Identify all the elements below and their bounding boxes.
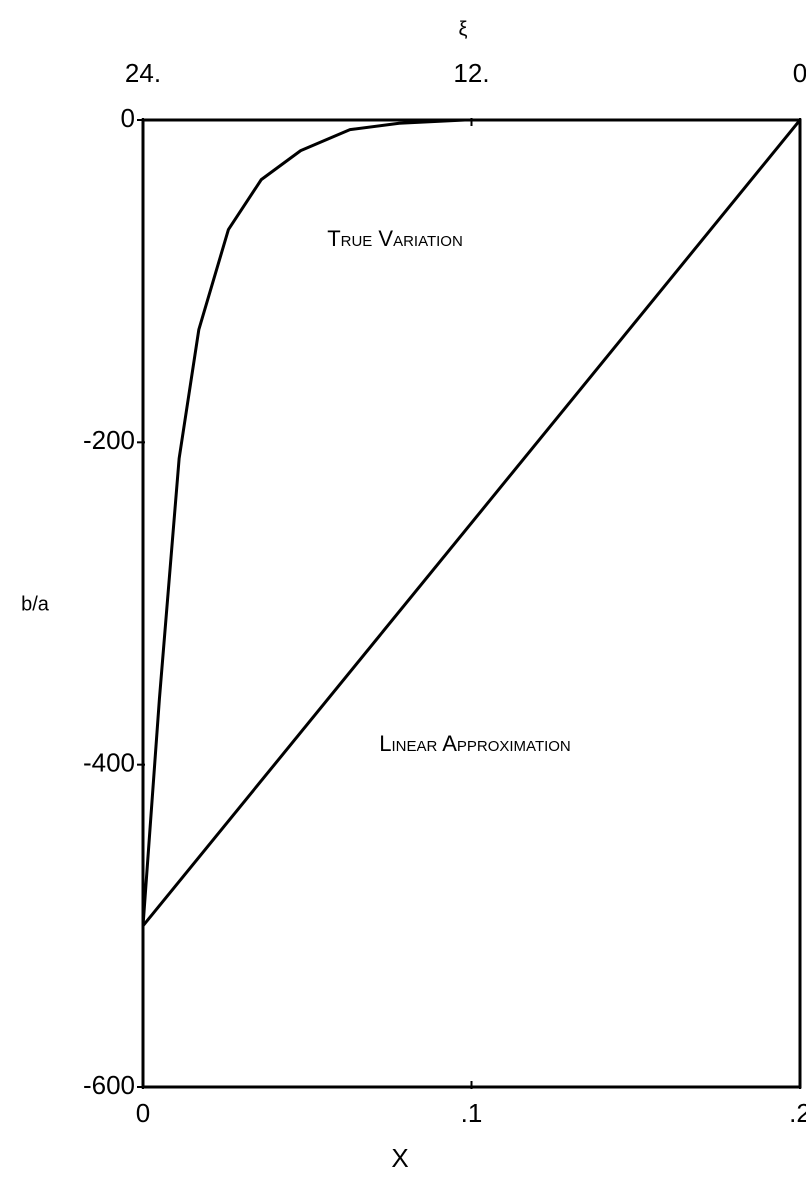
top-tick-label: 24. <box>125 58 161 88</box>
line <box>141 118 800 926</box>
series-label: True Variation <box>327 226 463 251</box>
x-tick-label: .1 <box>461 1098 483 1128</box>
y-axis-label: b/a <box>21 593 50 615</box>
x-tick-label: 0 <box>136 1098 150 1128</box>
line <box>141 119 802 927</box>
y-tick-label: 0 <box>121 103 135 133</box>
y-tick-label: -200 <box>83 425 135 455</box>
x-axis-label: X <box>391 1143 408 1173</box>
x-tick-label: .2 <box>789 1098 806 1128</box>
top-tick-label: 12. <box>453 58 489 88</box>
top-tick-label: 0 <box>793 58 806 88</box>
plot-frame <box>141 118 802 1089</box>
y-tick-label: -400 <box>83 748 135 778</box>
top-axis-label: ξ <box>459 18 468 40</box>
series-label: Linear Approximation <box>379 731 571 756</box>
y-tick-label: -600 <box>83 1070 135 1100</box>
